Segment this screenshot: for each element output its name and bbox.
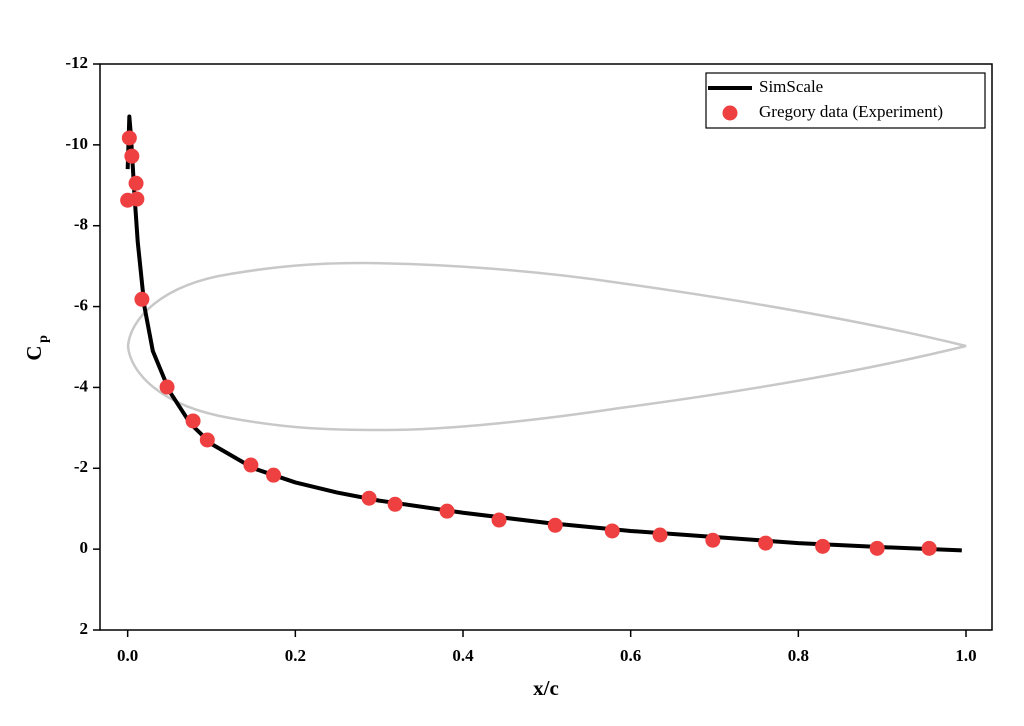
legend-label: Gregory data (Experiment) xyxy=(759,102,943,121)
data-point xyxy=(604,523,620,539)
y-tick-label: 0 xyxy=(80,538,89,557)
data-point xyxy=(869,540,885,556)
y-tick-label: -12 xyxy=(65,53,88,72)
y-tick-label: -10 xyxy=(65,134,88,153)
legend-label: SimScale xyxy=(759,77,823,96)
data-point xyxy=(758,535,774,551)
data-point xyxy=(439,503,455,519)
data-point xyxy=(266,467,282,483)
legend-box xyxy=(705,72,986,129)
data-point xyxy=(705,532,721,548)
data-point xyxy=(199,432,215,448)
data-point xyxy=(185,413,201,429)
data-point xyxy=(361,490,377,506)
data-point xyxy=(921,540,937,556)
y-tick-label: -6 xyxy=(74,295,88,314)
data-point xyxy=(387,496,403,512)
plot-frame xyxy=(99,63,993,631)
x-tick-label: 0.0 xyxy=(117,646,138,665)
airfoil-outline xyxy=(126,261,967,432)
data-point xyxy=(128,175,144,191)
y-tick-label: -4 xyxy=(74,376,89,395)
data-point xyxy=(815,538,831,554)
data-point xyxy=(159,379,175,395)
data-point xyxy=(243,457,259,473)
y-tick-label: -8 xyxy=(74,215,88,234)
x-tick-label: 0.2 xyxy=(285,646,306,665)
y-axis-label-subscript: p xyxy=(36,335,51,343)
x-tick-label: 1.0 xyxy=(955,646,976,665)
y-axis-label: C xyxy=(22,345,46,360)
y-tick-label: 2 xyxy=(80,619,89,638)
y-axis-label-group: C p xyxy=(22,335,51,361)
data-point xyxy=(652,527,668,543)
data-point xyxy=(491,512,507,528)
data-point xyxy=(121,130,137,146)
x-tick-label: 0.4 xyxy=(452,646,474,665)
data-point xyxy=(124,148,140,164)
data-point xyxy=(129,191,145,207)
series-line xyxy=(125,114,962,553)
data-point xyxy=(547,517,563,533)
x-tick-label: 0.6 xyxy=(620,646,641,665)
x-tick-label: 0.8 xyxy=(788,646,809,665)
legend-marker xyxy=(722,105,738,121)
y-tick-label: -2 xyxy=(74,457,88,476)
x-axis-label: x/c xyxy=(533,676,559,700)
data-point xyxy=(134,291,150,307)
